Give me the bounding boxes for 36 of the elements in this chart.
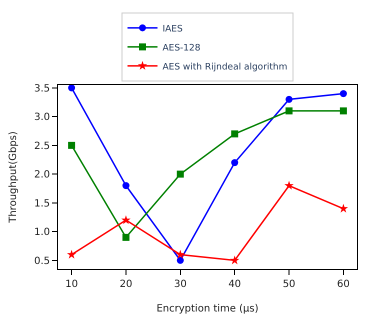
- point: [176, 256, 184, 264]
- point: [284, 180, 294, 190]
- x-tick-label: 50: [282, 279, 296, 290]
- y-tick-label: 1.0: [34, 227, 50, 238]
- x-axis-title: Encryption time (μs): [156, 304, 259, 314]
- y-tick-label: 3.0: [34, 112, 50, 124]
- point: [176, 170, 184, 178]
- y-axis-title: Throughput(Gbps): [8, 131, 20, 224]
- legend-label: AES with Rijndeal algorithm: [162, 62, 288, 72]
- point: [340, 90, 347, 98]
- y-tick-label: 2.0: [34, 170, 50, 181]
- x-tick-label: 40: [228, 279, 242, 290]
- point: [231, 159, 238, 166]
- point: [122, 234, 130, 241]
- y-tick-label: 2.5: [34, 140, 50, 152]
- point: [286, 107, 293, 114]
- point: [230, 255, 240, 264]
- point: [66, 250, 76, 259]
- y-tick-label: 0.5: [34, 256, 50, 267]
- point: [122, 182, 130, 190]
- y-tick-label: 1.5: [34, 198, 50, 210]
- x-tick-label: 10: [65, 279, 78, 290]
- point: [176, 250, 185, 259]
- point: [68, 84, 76, 92]
- x-tick-label: 30: [174, 279, 187, 290]
- legend-label: AES-128: [162, 43, 201, 54]
- legend-label: IAES: [162, 24, 183, 34]
- point: [68, 142, 76, 149]
- point: [121, 215, 131, 224]
- point: [286, 96, 293, 103]
- x-tick-label: 20: [120, 279, 132, 290]
- point: [231, 130, 238, 138]
- x-tick-label: 60: [337, 279, 350, 290]
- point: [340, 107, 347, 114]
- point: [338, 204, 348, 213]
- y-tick-label: 3.5: [34, 83, 50, 94]
